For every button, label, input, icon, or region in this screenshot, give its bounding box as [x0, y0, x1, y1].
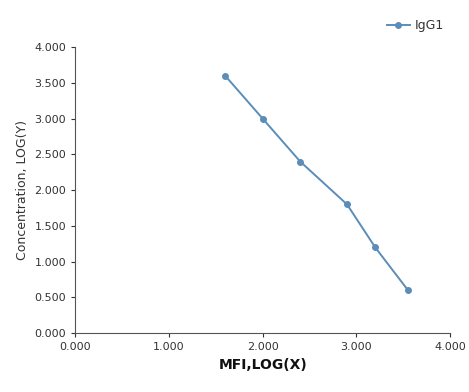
Line: IgG1: IgG1 [222, 73, 411, 293]
IgG1 [222, 73, 228, 78]
IgG1 [405, 288, 411, 292]
IgG1 [372, 245, 378, 250]
Legend: IgG1: IgG1 [387, 19, 444, 32]
IgG1 [344, 202, 350, 207]
IgG1 [297, 159, 303, 164]
Y-axis label: Concentration, LOG(Y): Concentration, LOG(Y) [15, 120, 29, 260]
X-axis label: MFI,LOG(X): MFI,LOG(X) [218, 358, 307, 372]
IgG1 [260, 116, 265, 121]
